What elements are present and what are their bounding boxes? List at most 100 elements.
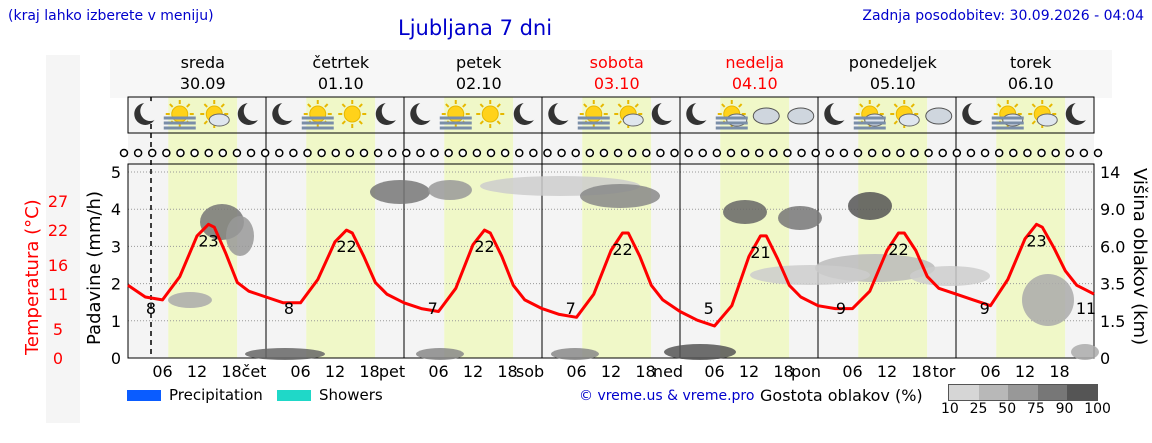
sun-cloud-icon bbox=[614, 100, 644, 128]
moon-cut bbox=[278, 101, 299, 121]
temperature-tick: 11 bbox=[48, 285, 68, 304]
wind-calm-symbol bbox=[232, 148, 242, 158]
wind-calm-symbol bbox=[924, 148, 933, 158]
day-header-band bbox=[110, 50, 1112, 98]
sun-ray bbox=[341, 103, 346, 108]
sun-ray bbox=[997, 103, 1002, 108]
small-cloud bbox=[208, 113, 230, 127]
sun-ray bbox=[859, 103, 864, 108]
sun-ray bbox=[910, 103, 915, 108]
wind-calm-symbol bbox=[670, 148, 679, 158]
x-hour-tick: 12 bbox=[463, 362, 483, 381]
temperature-tick: 5 bbox=[53, 320, 63, 339]
sun-cloud-icon bbox=[200, 100, 230, 128]
cloud-shape bbox=[752, 107, 780, 125]
night-band bbox=[651, 97, 680, 358]
sun-ray bbox=[583, 103, 588, 108]
temperature-value-label: 22 bbox=[612, 240, 632, 259]
precipitation-tick: 3 bbox=[111, 237, 121, 256]
wind-calm-symbol bbox=[147, 148, 157, 158]
small-cloud bbox=[1036, 113, 1058, 127]
moon-icon bbox=[272, 101, 299, 125]
cloud-shape bbox=[787, 107, 815, 125]
sun-ray bbox=[203, 120, 208, 125]
wind-calm-symbol bbox=[571, 148, 580, 158]
copyright-link[interactable]: © vreme.us & vreme.pro bbox=[579, 388, 755, 404]
cloud-density-label: Gostota oblakov (%) bbox=[760, 386, 923, 405]
night-band bbox=[956, 97, 997, 358]
wind-calm-symbol bbox=[176, 148, 185, 158]
day-date-label: 03.10 bbox=[594, 74, 640, 93]
wind-calm-symbol bbox=[980, 148, 990, 158]
day-name-label: sreda bbox=[181, 53, 225, 72]
x-day-label: pon bbox=[791, 362, 821, 381]
legend-precipitation-label: Precipitation bbox=[169, 386, 263, 404]
cloud-cover-patch bbox=[848, 192, 892, 220]
moon-icon bbox=[513, 101, 540, 125]
cloud-cover-patch bbox=[778, 206, 822, 230]
precipitation-tick: 0 bbox=[111, 349, 121, 368]
sun-ray bbox=[1048, 103, 1053, 108]
sun-ray bbox=[462, 103, 467, 108]
sun-ray bbox=[738, 103, 743, 108]
cloud-height-axis-label: Višina oblakov (km) bbox=[1129, 168, 1150, 346]
x-hour-tick: 12 bbox=[1015, 362, 1035, 381]
cloud-cover-patch bbox=[245, 348, 325, 360]
night-band bbox=[680, 97, 721, 358]
cloud-height-tick: 9.0 bbox=[1100, 200, 1125, 219]
wind-calm-symbol bbox=[500, 148, 510, 158]
moon-cut bbox=[416, 101, 437, 121]
night-band bbox=[266, 97, 307, 358]
wind-calm-symbol bbox=[331, 148, 340, 158]
temperature-value-label: 5 bbox=[704, 299, 714, 318]
sun-ray bbox=[220, 103, 225, 108]
x-hour-tick: 12 bbox=[601, 362, 621, 381]
wind-calm-symbol bbox=[599, 148, 609, 158]
cloud-density-scale bbox=[948, 384, 1098, 401]
night-band bbox=[1065, 97, 1094, 358]
wind-calm-symbol bbox=[825, 148, 835, 158]
precipitation-tick: 1 bbox=[111, 312, 121, 331]
x-day-label: tor bbox=[933, 362, 956, 381]
x-hour-tick: 18 bbox=[497, 362, 517, 381]
wind-calm-symbol bbox=[514, 148, 524, 158]
x-hour-tick: 12 bbox=[877, 362, 897, 381]
x-hour-tick: 06 bbox=[980, 362, 1000, 381]
x-hour-tick: 12 bbox=[739, 362, 759, 381]
sun-cloud-icon bbox=[715, 100, 748, 130]
night-band bbox=[927, 97, 956, 358]
wind-calm-symbol bbox=[698, 148, 708, 158]
moon-icon bbox=[237, 101, 264, 125]
day-date-label: 04.10 bbox=[732, 74, 778, 93]
temperature-value-label: 22 bbox=[336, 237, 356, 256]
cloud-cover-patch bbox=[226, 216, 254, 256]
cloud-icon bbox=[787, 107, 815, 125]
wind-calm-symbol bbox=[910, 148, 919, 158]
density-step-25 bbox=[978, 385, 1009, 400]
density-tick: 75 bbox=[1026, 401, 1045, 417]
sun-ray bbox=[876, 103, 881, 108]
daytime-band bbox=[720, 97, 790, 358]
day-name-label: sobota bbox=[590, 53, 644, 72]
sun-icon bbox=[476, 100, 505, 128]
temperature-value-label: 7 bbox=[428, 299, 438, 318]
wind-calm-symbol bbox=[783, 148, 792, 158]
wind-calm-symbol bbox=[896, 148, 905, 158]
plot-frame bbox=[127, 163, 1095, 359]
x-hour-tick: 06 bbox=[842, 362, 862, 381]
temperature-value-label: 7 bbox=[566, 299, 576, 318]
wind-calm-symbol bbox=[373, 148, 383, 158]
density-step-90 bbox=[1067, 385, 1097, 400]
sun-cloud-icon bbox=[853, 100, 886, 130]
wind-calm-symbol bbox=[712, 148, 722, 158]
sun-ray bbox=[169, 103, 174, 108]
cloud-density-ticks: 10 25 50 75 90 100 bbox=[941, 401, 1111, 417]
sun-ray bbox=[445, 103, 450, 108]
moon-icon bbox=[651, 101, 678, 125]
page-title: Ljubljana 7 dni bbox=[398, 16, 553, 40]
density-tick: 100 bbox=[1084, 401, 1111, 417]
location-hint: (kraj lahko izberete v meniju) bbox=[8, 8, 214, 24]
density-tick: 25 bbox=[969, 401, 988, 417]
day-name-label: četrtek bbox=[312, 53, 370, 72]
sun-disc bbox=[585, 105, 603, 123]
